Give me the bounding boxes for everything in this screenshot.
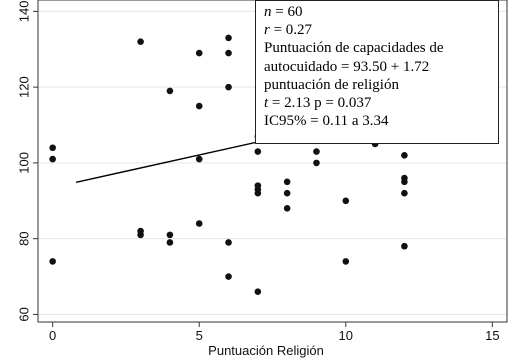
annotation-line-4: autocuidado = 93.50 + 1.72 [264,58,430,75]
data-point [283,205,291,212]
data-point [254,189,262,197]
data-point [342,258,350,265]
annotation-line-5: puntuación de religión [264,76,399,93]
data-point [137,38,144,45]
data-point [225,34,232,42]
data-point [195,102,203,110]
y-tick-label: 80 [17,231,32,245]
y-tick-label: 120 [17,76,32,98]
data-point [225,83,232,91]
data-point [225,49,232,57]
data-point [401,242,408,250]
annotation-r: r = 0.27 [264,22,313,39]
data-point [195,49,203,57]
y-tick-label: 140 [17,1,32,23]
data-point [49,155,56,163]
data-point [283,189,291,197]
x-axis-ticks: 0 5 10 15 [49,322,500,343]
data-point [166,87,174,95]
data-point [49,144,56,152]
data-point [166,239,174,246]
x-axis-title: Puntuación Religión [208,343,324,358]
y-tick-label: 60 [17,307,32,321]
annotation-t: t = 2.13 p = 0.037 [264,95,372,112]
data-point [401,152,408,159]
data-point [225,239,232,246]
data-point [195,155,203,163]
data-point [195,220,203,227]
annotation-ci: IC95% = 0.11 a 3.34 [264,113,389,130]
x-tick-label: 15 [485,328,499,343]
data-point [137,231,144,239]
annotation-box: n = 60 r = 0.27 Puntuación de capacidade… [255,0,499,144]
regression-line [75,140,261,183]
fit-line [75,140,261,183]
data-point [313,148,320,155]
plot-border [37,0,508,323]
data-point [254,288,262,295]
y-axis-ticks: 60 80 100 120 140 [17,1,38,322]
y-tick-label: 100 [17,152,32,174]
data-point [225,273,232,280]
x-tick-label: 10 [339,328,353,343]
data-point [49,258,56,265]
data-point [401,189,408,197]
data-point [342,197,350,205]
data-point [166,231,174,239]
data-point [401,178,408,186]
data-point [283,178,291,186]
data-point [313,159,320,167]
x-tick-label: 0 [49,328,56,343]
x-tick-label: 5 [196,328,203,343]
annotation-n: n = 60 [264,4,303,20]
data-point [254,148,262,155]
annotation-line-3: Puntuación de capacidades de [264,40,444,57]
plot-frame [37,0,508,323]
